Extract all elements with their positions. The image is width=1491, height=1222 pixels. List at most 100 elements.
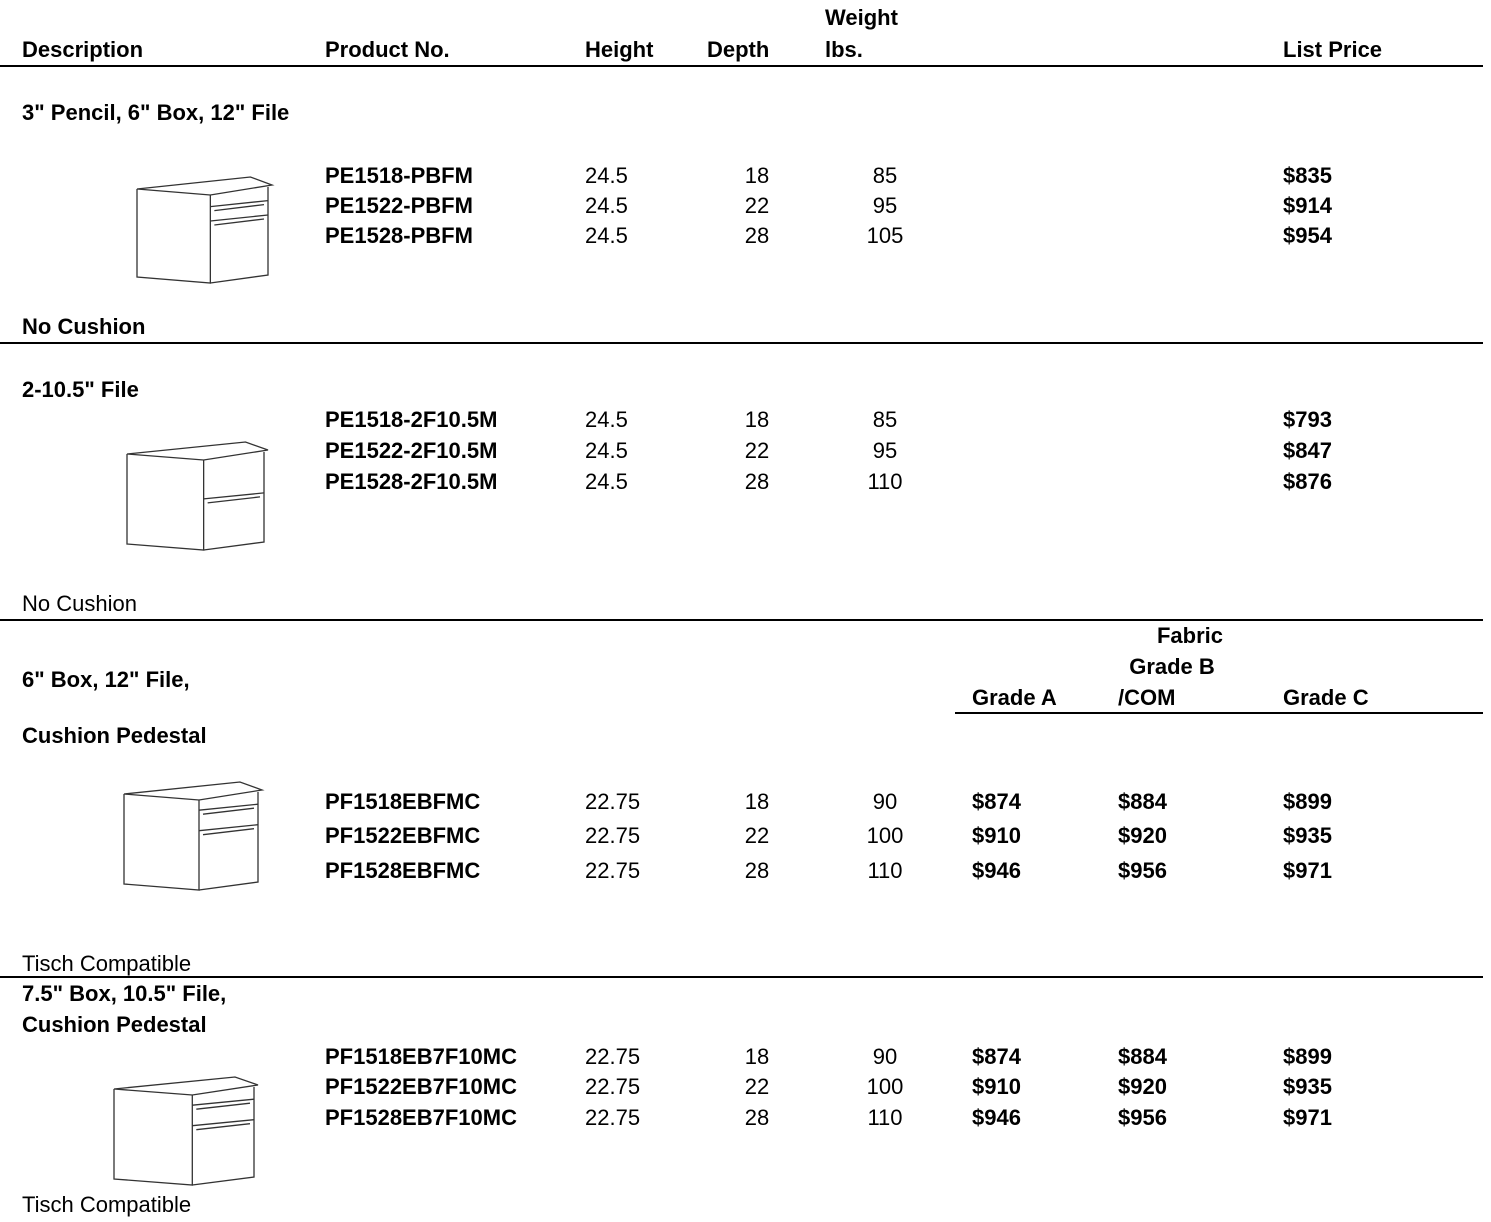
price: $910 [972, 1074, 1021, 1099]
depth: 22 [744, 193, 770, 218]
drawing-line [192, 1087, 255, 1186]
depth: 28 [744, 223, 770, 248]
fabric-header: Grade A [972, 685, 1057, 710]
height: 24.5 [585, 407, 628, 432]
height: 22.75 [585, 823, 641, 848]
weight: 85 [872, 163, 898, 188]
drawing-line [202, 828, 255, 836]
price: $971 [1283, 858, 1332, 883]
drawing-line [198, 803, 259, 811]
drawing-line [123, 794, 200, 891]
price: $884 [1118, 1044, 1167, 1069]
header-cell: Product No. [325, 37, 450, 62]
fabric-header: Grade C [1283, 685, 1369, 710]
product-no: PF1528EBFMC [325, 858, 481, 883]
price: $956 [1118, 858, 1167, 883]
price: $876 [1283, 469, 1332, 494]
header-cell: Height [585, 37, 654, 62]
weight: 90 [872, 1044, 898, 1069]
drawing-line [123, 781, 265, 801]
drawing-line [207, 496, 261, 504]
height: 24.5 [585, 438, 628, 463]
section-subtitle: Cushion Pedestal [22, 723, 207, 748]
price: $899 [1283, 1044, 1332, 1069]
header-cell: Description [22, 37, 144, 62]
product-no: PF1528EB7F10MC [325, 1105, 517, 1130]
section-title: 3" Pencil, 6" Box, 12" File [22, 100, 290, 125]
height: 22.75 [585, 789, 641, 814]
height: 24.5 [585, 223, 628, 248]
price: $899 [1283, 789, 1332, 814]
section-note: No Cushion [22, 591, 137, 616]
price: $935 [1283, 1074, 1332, 1099]
height: 22.75 [585, 1105, 641, 1130]
product-no: PE1518-PBFM [325, 163, 473, 188]
weight: 105 [866, 223, 904, 248]
drawing-line [210, 199, 269, 208]
drawing-line [196, 1123, 251, 1131]
depth: 18 [744, 163, 770, 188]
cabinet-drawing [136, 176, 275, 284]
weight: 90 [872, 789, 898, 814]
weight: 110 [867, 469, 903, 494]
weight: 110 [867, 1105, 903, 1130]
section-note: Tisch Compatible [22, 1192, 192, 1217]
drawing-line [214, 203, 265, 212]
product-no: PE1518-2F10.5M [325, 407, 498, 432]
drawing-line [196, 1102, 251, 1110]
depth: 22 [744, 823, 770, 848]
price: $874 [972, 789, 1021, 814]
drawing-line [202, 807, 255, 815]
drawing-line [192, 1098, 255, 1106]
rule [0, 342, 1483, 344]
price: $946 [972, 1105, 1021, 1130]
height: 22.75 [585, 858, 641, 883]
weight: 85 [872, 407, 898, 432]
price: $835 [1283, 163, 1332, 188]
height: 22.75 [585, 1074, 641, 1099]
section-title: 7.5" Box, 10.5" File, [22, 981, 227, 1006]
depth: 28 [744, 1105, 770, 1130]
depth: 18 [744, 407, 770, 432]
section-title: 2-10.5" File [22, 377, 139, 402]
header-cell: Weight [825, 5, 898, 30]
product-no: PE1528-PBFM [325, 223, 473, 248]
depth: 28 [744, 469, 770, 494]
product-no: PF1518EB7F10MC [325, 1044, 517, 1069]
drawing-line [198, 792, 259, 891]
fabric-header: Fabric [1156, 623, 1224, 648]
product-no: PE1522-PBFM [325, 193, 473, 218]
section-note: Tisch Compatible [22, 951, 192, 976]
depth: 18 [744, 789, 770, 814]
weight: 100 [866, 1074, 904, 1099]
drawing-line [113, 1089, 193, 1186]
fabric-header: Grade B [1129, 654, 1215, 679]
weight: 110 [867, 858, 903, 883]
drawing-line [214, 218, 265, 226]
weight: 100 [866, 823, 904, 848]
cabinet-drawing [113, 1076, 259, 1186]
price: $874 [972, 1044, 1021, 1069]
price: $935 [1283, 823, 1332, 848]
price: $847 [1283, 438, 1332, 463]
rule [0, 619, 1483, 621]
weight: 95 [872, 438, 898, 463]
price: $914 [1283, 193, 1332, 218]
depth: 28 [744, 858, 770, 883]
drawing-line [136, 176, 275, 196]
drawing-line [126, 441, 269, 461]
depth: 18 [744, 1044, 770, 1069]
weight: 95 [872, 193, 898, 218]
price: $910 [972, 823, 1021, 848]
depth: 22 [744, 1074, 770, 1099]
fabric-header: /COM [1118, 685, 1176, 710]
drawing-line [126, 454, 205, 551]
drawing-line [210, 214, 269, 222]
height: 22.75 [585, 1044, 641, 1069]
drawing-line [192, 1119, 255, 1127]
price: $971 [1283, 1105, 1332, 1130]
drawing-line [203, 492, 265, 500]
drawing-line [198, 824, 259, 832]
height: 24.5 [585, 193, 628, 218]
height: 24.5 [585, 469, 628, 494]
